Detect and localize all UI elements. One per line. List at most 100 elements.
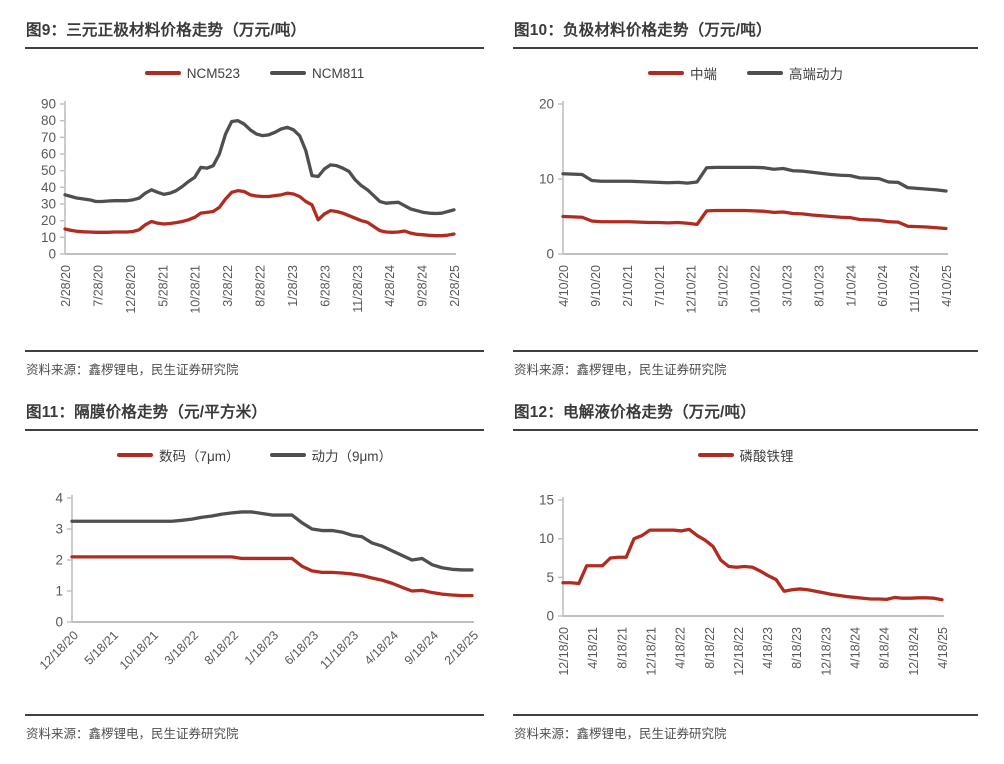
figure-11-legend: 数码（7μm） 动力（9μm）: [25, 444, 484, 466]
x-tick-label: 12/18/20: [557, 627, 571, 676]
x-tick-label: 4/18/22: [674, 627, 688, 669]
legend-line-swatch: [648, 71, 684, 75]
x-tick-label: 8/18/22: [703, 627, 717, 669]
legend-line-swatch: [697, 453, 734, 457]
figure-12-block: 图12：电解液价格走势（万元/吨） 磷酸铁锂 0 5 10 15 12/18/20 4/1…: [513, 392, 978, 746]
y-tick-label: 4: [55, 491, 63, 506]
y-tick-label: 10: [539, 531, 554, 546]
x-tick-label: 7/10/21: [653, 265, 667, 307]
y-tick-label: 80: [41, 113, 56, 128]
y-tick-label: 40: [41, 180, 56, 195]
series-line-高端动力: [561, 165, 948, 193]
x-tick-label: 4/10/25: [940, 265, 954, 307]
figure-10-source-note: 资料来源：鑫椤锂电，民生证券研究院: [513, 350, 978, 382]
y-tick-label: 2: [55, 553, 63, 568]
x-tick-label: 12/18/20: [37, 628, 81, 672]
x-tick-label: 1/18/23: [242, 628, 281, 667]
y-tick-label: 30: [41, 197, 56, 212]
x-tick-label: 4/18/24: [362, 628, 401, 667]
series-line-数码（7μm）: [70, 555, 474, 598]
y-tick-label: 70: [41, 130, 56, 145]
series-line-动力（9μm）: [70, 510, 474, 572]
x-tick-label: 5/28/21: [156, 265, 170, 307]
series-line-中端: [561, 208, 948, 231]
x-tick-label: 7/28/20: [91, 265, 105, 307]
x-tick-label: 4/18/21: [586, 627, 600, 669]
y-tick-label: 20: [41, 213, 56, 228]
x-tick-label: 2/18/25: [442, 628, 481, 667]
legend-item: 高端动力: [747, 63, 843, 83]
legend-item: 中端: [648, 63, 717, 83]
figure-12-legend: 磷酸铁锂: [513, 444, 978, 466]
x-tick-label: 2/28/25: [448, 265, 462, 307]
legend-label: 动力（9μm）: [311, 449, 393, 464]
legend-item: NCM523: [144, 65, 240, 81]
legend-label: 磷酸铁锂: [739, 449, 794, 464]
figure-9-block: 图9：三元正极材料价格走势（万元/吨） NCM523 NCM811 0 10 20 30…: [25, 10, 484, 382]
x-tick-label: 1/28/23: [286, 265, 300, 307]
legend-line-swatch: [144, 71, 181, 75]
x-tick-label: 4/18/24: [849, 627, 863, 669]
x-tick-label: 2/28/20: [59, 265, 73, 307]
x-tick-label: 12/28/20: [124, 265, 138, 314]
x-tick-label: 10/28/21: [189, 265, 203, 314]
x-tick-label: 9/10/20: [589, 265, 603, 307]
figure-9-source-note: 资料来源：鑫椤锂电，民生证券研究院: [25, 350, 484, 382]
x-tick-label: 8/10/23: [812, 265, 826, 307]
series-line-NCM811: [63, 119, 456, 216]
x-tick-label: 3/28/22: [221, 265, 235, 307]
x-tick-label: 4/10/20: [557, 265, 571, 307]
figure-10-legend: 中端 高端动力: [513, 62, 978, 84]
x-tick-label: 8/18/21: [615, 627, 629, 669]
x-tick-label: 12/18/23: [819, 627, 833, 676]
x-tick-label: 11/18/23: [317, 628, 361, 672]
y-tick-label: 0: [546, 609, 554, 624]
series-line-磷酸铁锂: [561, 527, 944, 602]
x-tick-label: 8/18/23: [790, 627, 804, 669]
x-tick-label: 4/18/25: [936, 627, 950, 669]
figure-12-chart-canvas: 0 5 10 15 12/18/20 4/18/21 8/18/21 12/18/21 4/18…: [539, 493, 950, 676]
y-tick-label: 15: [539, 493, 554, 508]
y-tick-label: 0: [48, 247, 56, 262]
legend-item: NCM811: [270, 66, 364, 81]
legend-line-swatch: [747, 71, 783, 75]
x-tick-label: 10/18/21: [117, 628, 161, 672]
x-tick-label: 5/18/21: [82, 628, 121, 667]
legend-line-swatch: [269, 453, 306, 457]
x-tick-label: 6/28/23: [318, 265, 332, 307]
y-tick-label: 1: [55, 584, 63, 599]
legend-label: 高端动力: [789, 67, 843, 82]
x-tick-label: 2/10/21: [621, 265, 635, 307]
x-tick-label: 6/10/24: [876, 265, 890, 307]
legend-item: 数码（7μm）: [116, 445, 240, 465]
y-tick-label: 90: [41, 97, 56, 112]
x-tick-label: 12/10/21: [685, 265, 699, 314]
figure-11-block: 图11：隔膜价格走势（元/平方米） 数码（7μm） 动力（9μm） 0 1 2 3 4 12…: [25, 392, 484, 746]
x-tick-label: 12/18/21: [644, 627, 658, 676]
x-tick-label: 8/18/24: [878, 627, 892, 669]
x-tick-label: 8/28/22: [254, 265, 268, 307]
y-tick-label: 10: [41, 230, 56, 245]
figure-10-title: 图10：负极材料价格走势（万元/吨）: [513, 10, 978, 49]
y-tick-label: 10: [539, 172, 554, 187]
y-tick-label: 0: [55, 615, 63, 630]
y-tick-label: 5: [546, 570, 554, 585]
x-tick-label: 11/28/23: [351, 265, 365, 313]
x-tick-label: 11/10/24: [908, 265, 922, 313]
y-tick-label: 50: [41, 163, 56, 178]
x-tick-label: 8/18/22: [202, 628, 241, 667]
x-tick-label: 5/10/22: [717, 265, 731, 307]
figure-11-source-note: 资料来源：鑫椤锂电，民生证券研究院: [25, 714, 484, 746]
figure-10-chart-canvas: 0 10 20 4/10/20 9/10/20 2/10/21 7/10/21 12/10/2…: [539, 97, 954, 314]
figure-9-legend: NCM523 NCM811: [25, 62, 484, 84]
legend-item: 动力（9μm）: [269, 445, 393, 465]
x-tick-label: 9/18/24: [402, 628, 441, 667]
figure-10-block: 图10：负极材料价格走势（万元/吨） 中端 高端动力 0 10 20 4/10/20 9/…: [513, 10, 978, 382]
x-tick-label: 3/18/22: [162, 628, 201, 667]
legend-item: 磷酸铁锂: [697, 445, 794, 465]
y-tick-label: 60: [41, 147, 56, 162]
legend-label: NCM523: [186, 65, 240, 81]
x-tick-label: 4/18/23: [761, 627, 775, 669]
